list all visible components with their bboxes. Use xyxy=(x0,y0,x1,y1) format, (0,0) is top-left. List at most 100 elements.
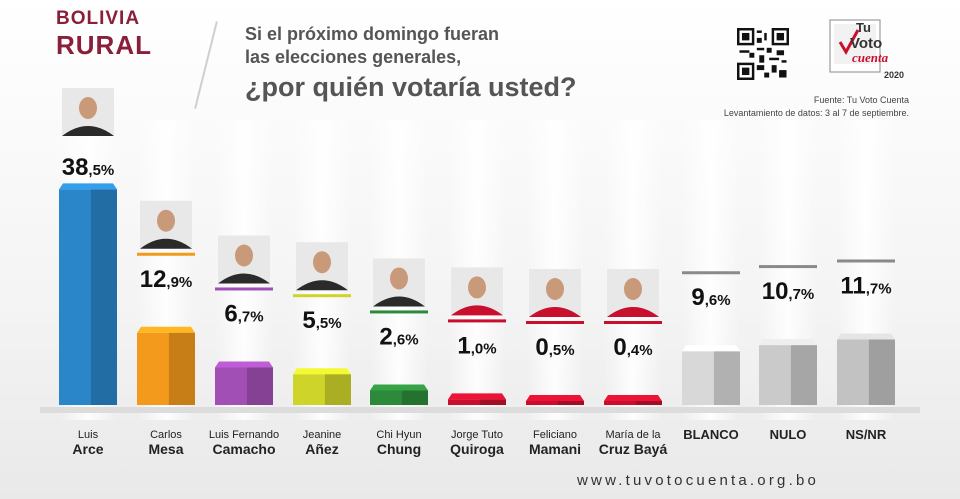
name-last: Mesa xyxy=(148,441,184,457)
bar-side xyxy=(90,189,117,405)
candidate-name: BLANCO xyxy=(666,428,756,442)
label-strip xyxy=(448,319,506,323)
candidate-name: Jorge Tuto Quiroga xyxy=(432,428,522,456)
photo-head xyxy=(468,276,486,299)
candidate-photo xyxy=(607,269,659,317)
bar-top xyxy=(448,393,506,400)
label-strip xyxy=(370,310,428,314)
candidate-photo xyxy=(62,88,114,136)
footer-url: www.tuvotocuenta.org.bo xyxy=(577,472,820,489)
bar-top xyxy=(293,368,351,375)
name-last: Cruz Bayá xyxy=(598,441,668,457)
floor-line xyxy=(40,407,920,413)
bar xyxy=(526,395,584,405)
bar-top xyxy=(682,345,740,352)
bar xyxy=(293,368,351,405)
bar xyxy=(137,326,195,405)
bar-side xyxy=(246,367,273,405)
bar-value-label: 0,5% xyxy=(535,334,574,361)
bar xyxy=(59,183,117,405)
name-last: Mamani xyxy=(528,441,582,457)
photo-body xyxy=(373,296,425,307)
name-last: Camacho xyxy=(212,441,276,457)
photo-head xyxy=(157,209,175,232)
name-label: BLANCO xyxy=(683,427,739,442)
name-first: Luis xyxy=(77,429,99,441)
region-title-line2: RURAL xyxy=(56,30,152,60)
bar xyxy=(837,333,895,405)
photo-head xyxy=(546,278,564,300)
candidate-name: Jeanine Añez xyxy=(277,428,367,456)
source-note: Fuente: Tu Voto Cuenta xyxy=(813,95,909,105)
photo-body xyxy=(218,273,270,284)
bar-value-label: 1,0% xyxy=(457,332,496,359)
photo-head xyxy=(390,267,408,290)
candidate-photo xyxy=(373,258,425,307)
name-first: María de la xyxy=(605,429,661,441)
name-first: Carlos xyxy=(150,429,182,441)
photo-body xyxy=(140,238,192,249)
bar-side xyxy=(868,339,895,405)
bar-front xyxy=(604,401,662,405)
bar-side xyxy=(713,351,740,405)
bar-value-label: 10,7% xyxy=(762,278,815,305)
name-last: Quiroga xyxy=(450,441,504,457)
question-line1: Si el próximo domingo fueran xyxy=(245,24,500,44)
name-first: Feliciano xyxy=(532,429,578,441)
svg-text:cuenta: cuenta xyxy=(852,50,889,65)
label-strip xyxy=(682,271,740,275)
candidate-photo xyxy=(451,267,503,316)
bar-side xyxy=(479,399,506,405)
name-label: NS/NR xyxy=(845,427,887,442)
bar-top xyxy=(837,333,895,340)
bar-side xyxy=(635,401,662,405)
bar xyxy=(448,393,506,405)
bar-value-label: 12,9% xyxy=(140,266,193,293)
bar-side xyxy=(324,374,351,405)
candidate-name: NS/NR xyxy=(821,428,911,442)
svg-text:Voto: Voto xyxy=(850,35,882,52)
photo-body xyxy=(529,307,581,317)
photo-body xyxy=(451,305,503,316)
bar-side xyxy=(557,401,584,405)
photo-body xyxy=(607,307,659,317)
candidate-photo xyxy=(218,235,270,284)
bar-value-label: 5,5% xyxy=(302,307,341,334)
bar-side xyxy=(790,345,817,405)
region-title-line1: BOLIVIA xyxy=(56,8,141,29)
bar xyxy=(604,395,662,405)
question-line3: ¿por quién votaría usted? xyxy=(245,72,577,102)
photo-head xyxy=(79,97,97,119)
bar xyxy=(215,361,273,405)
question-line2: las elecciones generales, xyxy=(245,47,462,67)
label-strip xyxy=(526,321,584,324)
bar-top xyxy=(370,384,428,391)
bar-top xyxy=(59,183,117,190)
name-last: Añez xyxy=(305,441,339,457)
candidate-name: Feliciano Mamani xyxy=(510,428,600,456)
bar-top xyxy=(137,326,195,333)
name-first: Luis Fernando xyxy=(208,429,280,441)
candidate-name: María de la Cruz Bayá xyxy=(588,428,678,456)
label-strip xyxy=(759,265,817,269)
bar-side xyxy=(168,332,195,405)
candidate-name: Carlos Mesa xyxy=(121,428,211,456)
candidate-photo xyxy=(296,242,348,291)
candidate-name: NULO xyxy=(743,428,833,442)
photo-head xyxy=(624,278,642,300)
label-strip xyxy=(137,252,195,256)
bar-front xyxy=(526,401,584,405)
candidate-name: Chi Hyun Chung xyxy=(354,428,444,456)
bar-side xyxy=(401,390,428,405)
candidate-name: Luis Fernando Camacho xyxy=(199,428,289,456)
name-last: Chung xyxy=(376,441,422,457)
label-strip xyxy=(293,294,351,298)
photo-head xyxy=(313,251,331,274)
name-first: Jeanine xyxy=(302,429,342,441)
candidate-photo xyxy=(529,269,581,317)
bar xyxy=(682,345,740,405)
bar-top xyxy=(215,361,273,368)
bar-value-label: 9,6% xyxy=(691,284,730,311)
photo-head xyxy=(235,244,253,267)
